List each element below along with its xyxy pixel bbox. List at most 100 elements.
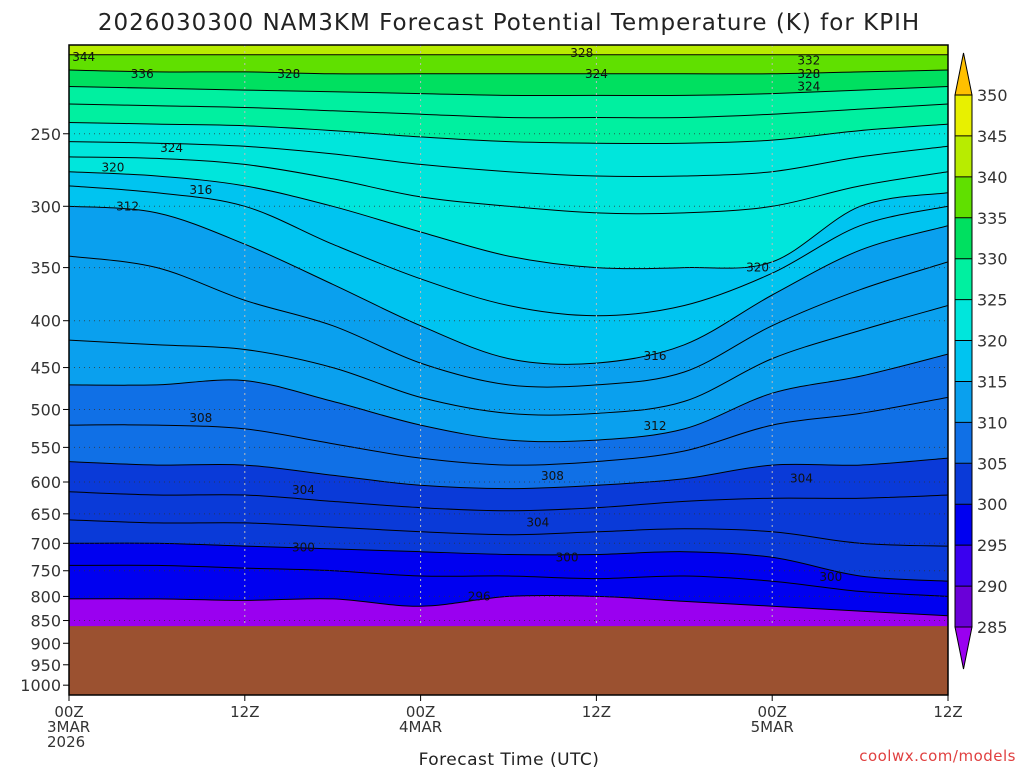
y-tick-label: 950 — [30, 656, 61, 675]
contour-label: 296 — [468, 589, 491, 603]
x-axis-label: Forecast Time (UTC) — [419, 750, 600, 768]
y-tick-label: 400 — [30, 312, 61, 331]
contour-label: 324 — [160, 141, 183, 155]
colorbar-label: 310 — [977, 413, 1008, 432]
contour-label-group: 336 — [131, 67, 154, 81]
isentrope-328 — [69, 103, 948, 119]
y-axis: 250 300 350 400 450 500 550 600 650 700 750 800 850 9… — [20, 125, 69, 695]
contour-label-group: 332 — [797, 54, 820, 68]
x-tick-label: 12Z — [582, 703, 611, 721]
colorbar-label: 290 — [977, 577, 1008, 596]
isentrope-314 — [69, 255, 948, 388]
contour-label-group: 300 — [819, 570, 842, 584]
colorbar-label: 335 — [977, 209, 1008, 228]
x-tick-label: 12Z — [933, 703, 962, 721]
contour-label-group: 300 — [556, 550, 579, 564]
x-tick-label: 3MAR — [47, 718, 90, 736]
colorbar-segment — [955, 217, 972, 260]
colorbar: 285 290 295 300 305 310 315 320 325 330 335 340 345 3… — [954, 52, 1008, 670]
contour-label: 328 — [570, 46, 593, 60]
colorbar-label: 325 — [977, 291, 1008, 310]
contour-label-group: 304 — [790, 472, 813, 486]
x-tick-label: 00Z — [758, 703, 787, 721]
x-tick-label: 00Z — [406, 703, 435, 721]
contour-label-group: 320 — [101, 160, 124, 174]
isentrope-332 — [69, 86, 948, 97]
y-tick-label: 850 — [30, 612, 61, 631]
contour-label-group: 328 — [277, 67, 300, 81]
isentrope-lines — [69, 54, 948, 617]
contour-label-group: 312 — [116, 199, 139, 213]
contour-label-group: 300 — [292, 540, 315, 554]
contour-label-group: 316 — [189, 183, 212, 197]
colorbar-min-arrow — [954, 626, 973, 670]
colorbar-segment — [955, 381, 972, 423]
plot-frame — [68, 44, 949, 696]
isentrope-318 — [69, 185, 948, 317]
y-tick-label: 800 — [30, 587, 61, 606]
contour-label-group: 324 — [160, 141, 183, 155]
y-tick-label: 1000 — [20, 676, 61, 695]
isentrope-302 — [69, 519, 948, 547]
isentrope-295 — [69, 594, 948, 617]
contour-label-group: 304 — [292, 483, 315, 497]
colorbar-label: 330 — [977, 250, 1008, 269]
contour-label-group: 304 — [526, 515, 549, 529]
contour-label-group: 324 — [797, 80, 820, 94]
contour-label: 304 — [790, 472, 813, 486]
colorbar-segment — [955, 299, 972, 342]
contour-label: 328 — [797, 67, 820, 81]
contour-label: 308 — [541, 469, 564, 483]
contour-label-group: 344 — [72, 50, 95, 64]
y-tick-label: 550 — [30, 438, 61, 457]
contour-label: 336 — [131, 67, 154, 81]
colorbar-label: 320 — [977, 332, 1008, 351]
colorbar-label: 295 — [977, 536, 1008, 555]
contour-label: 324 — [585, 67, 608, 81]
theta-band-344 — [69, 45, 948, 55]
contour-label-group: 308 — [189, 411, 212, 425]
y-tick-label: 300 — [30, 197, 61, 216]
colorbar-segment — [955, 135, 972, 178]
isentrope-326 — [69, 122, 948, 145]
isentrope-310 — [69, 353, 948, 443]
contour-label-group: 312 — [644, 419, 667, 433]
x-tick-label: 4MAR — [399, 718, 442, 736]
contour-label-group: 316 — [644, 349, 667, 363]
y-tick-label: 900 — [30, 634, 61, 653]
colorbar-segment — [955, 340, 972, 382]
colorbar-label: 285 — [977, 618, 1008, 637]
colorbar-label: 300 — [977, 495, 1008, 514]
colorbar-segment — [955, 258, 972, 301]
contour-label: 320 — [101, 160, 124, 174]
colorbar-segment — [955, 545, 972, 587]
contour-label: 316 — [189, 183, 212, 197]
x-tick-label: 2026 — [47, 733, 85, 751]
colorbar-segment — [955, 176, 972, 219]
theta-fills — [69, 45, 948, 695]
y-tick-label: 450 — [30, 359, 61, 378]
credit-text: coolwx.com/models — [859, 747, 1016, 765]
isentrope-336 — [69, 69, 948, 75]
colorbar-segment — [955, 95, 972, 137]
colorbar-label: 305 — [977, 454, 1008, 473]
contour-label: 324 — [797, 80, 820, 94]
contour-label-group: 328 — [797, 67, 820, 81]
isentrope-320 — [69, 171, 948, 270]
colorbar-label: 340 — [977, 168, 1008, 187]
colorbar-segment — [955, 586, 972, 628]
contour-label: 300 — [819, 570, 842, 584]
contour-label-group: 308 — [541, 469, 564, 483]
y-tick-label: 500 — [30, 400, 61, 419]
contour-label: 300 — [292, 540, 315, 554]
contour-label: 316 — [644, 349, 667, 363]
terrain-block — [69, 626, 948, 695]
contour-label: 344 — [72, 50, 95, 64]
contour-label: 312 — [116, 199, 139, 213]
chart-title: 2026030300 NAM3KM Forecast Potential Tem… — [98, 10, 920, 36]
colorbar-max-arrow — [954, 52, 973, 96]
isentrope-322 — [69, 156, 948, 215]
colorbar-segment — [955, 422, 972, 464]
contour-label-group: 324 — [585, 67, 608, 81]
